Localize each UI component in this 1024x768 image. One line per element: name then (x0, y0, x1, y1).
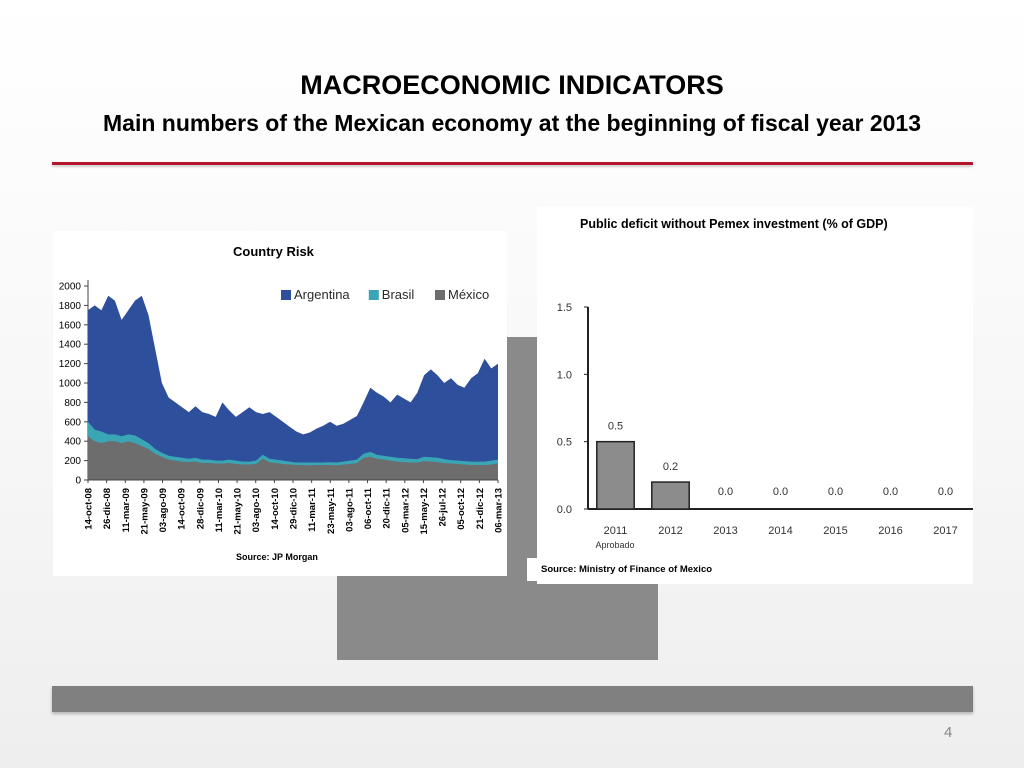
y-tick-label: 0.0 (557, 504, 572, 516)
y-tick-label: 0.5 (557, 437, 572, 449)
x-tick-label: 2015 (823, 525, 847, 537)
x-tick-label: 11-mar-09 (121, 488, 132, 532)
x-tick-label: 06-mar-13 (494, 488, 505, 533)
x-tick-label: 21-may-09 (139, 488, 150, 534)
y-tick-label: 1.5 (557, 302, 572, 314)
x-tick-label: 03-ago-11 (344, 487, 355, 532)
slide-title: MACROECONOMIC INDICATORS (300, 70, 724, 100)
country-risk-title: Country Risk (233, 244, 314, 259)
x-tick-label: 28-dic-09 (195, 488, 206, 529)
public-deficit-source: Source: Ministry of Finance of Mexico (541, 564, 713, 575)
x-tick-label: 03-ago-09 (158, 488, 169, 532)
legend-label: México (448, 287, 489, 302)
x-tick-label: 21-dic-12 (475, 488, 486, 529)
x-tick-label: 26-dic-08 (102, 488, 113, 529)
x-tick-label: 06-oct-11 (363, 487, 374, 529)
bar-2012 (651, 481, 690, 510)
x-tick-label: 14-oct-09 (177, 488, 188, 530)
y-tick-label: 1800 (59, 301, 82, 312)
x-tick-sublabel: Aprobado (596, 540, 635, 550)
public-deficit-chart: 0.0 0.5 1.0 1.5 0.5 2011 Aprobado 0.2 2012 0.0 201… (557, 302, 973, 550)
data-label: 0.0 (718, 486, 733, 498)
y-tick-label: 1600 (59, 320, 82, 331)
x-tick-label: 20-dic-11 (382, 487, 393, 528)
y-tick-label: 1000 (59, 379, 82, 390)
x-tick-label: 11-mar-10 (214, 488, 225, 532)
country-risk-panel: Country Risk 0 200 400 600 800 1000 1200 1400 16… (53, 231, 507, 576)
data-label: 0.0 (883, 486, 898, 498)
x-tick-label: 21-may-10 (233, 488, 244, 534)
legend-swatch (281, 290, 291, 300)
slide-subtitle: Main numbers of the Mexican economy at t… (103, 110, 921, 136)
x-tick-label: 29-dic-10 (289, 488, 300, 529)
page-number: 4 (944, 724, 953, 741)
data-label: 0.0 (828, 486, 843, 498)
x-tick-label: 03-ago-10 (251, 488, 262, 532)
series-area-méxico (88, 436, 498, 480)
x-tick-label: 2011 (604, 525, 628, 537)
country-risk-source: Source: JP Morgan (236, 552, 318, 562)
y-tick-label: 1200 (59, 359, 82, 370)
footer-bar (52, 686, 973, 712)
x-tick-label: 2014 (768, 525, 792, 537)
x-tick-label: 23-may-11 (326, 487, 337, 534)
y-tick-label: 200 (64, 456, 81, 467)
data-label: 0.2 (663, 461, 678, 473)
y-tick-label: 1.0 (557, 369, 572, 381)
y-tick-label: 1400 (59, 340, 82, 351)
legend-label: Brasil (382, 287, 415, 302)
public-deficit-source-strip: Source: Ministry of Finance of Mexico (527, 558, 727, 581)
y-tick-label: 400 (64, 437, 81, 448)
data-label: 0.0 (938, 486, 953, 498)
title-divider (52, 162, 973, 165)
x-tick-label: 2016 (878, 525, 902, 537)
x-tick-label: 14-oct-08 (84, 488, 95, 530)
x-tick-label: 11-mar-11 (307, 487, 318, 532)
x-tick-label: 14-oct-10 (270, 488, 281, 530)
y-tick-label: 800 (64, 398, 81, 409)
x-tick-label: 2017 (933, 525, 957, 537)
data-label: 0.5 (608, 421, 623, 433)
legend-label: Argentina (294, 287, 350, 302)
legend-swatch (435, 290, 445, 300)
legend-swatch (368, 290, 379, 300)
country-risk-chart: 0 200 400 600 800 1000 1200 1400 1600 1800 2000 14-… (59, 280, 505, 534)
y-tick-label: 600 (64, 417, 81, 428)
y-tick-label: 0 (75, 476, 81, 487)
x-tick-label: 05-mar-12 (400, 488, 411, 533)
series-area-argentina (88, 295, 498, 480)
public-deficit-panel: Public deficit without Pemex investment … (537, 207, 973, 584)
bar-2011 (596, 440, 635, 510)
public-deficit-title: Public deficit without Pemex investment … (580, 217, 888, 231)
x-tick-label: 05-oct-12 (456, 488, 467, 530)
x-tick-label: 26-jul-12 (438, 488, 449, 527)
x-tick-label: 2012 (658, 525, 682, 537)
data-label: 0.0 (773, 486, 788, 498)
x-tick-label: 15-may-12 (419, 488, 430, 534)
y-tick-label: 2000 (59, 282, 82, 293)
x-tick-label: 2013 (713, 525, 737, 537)
